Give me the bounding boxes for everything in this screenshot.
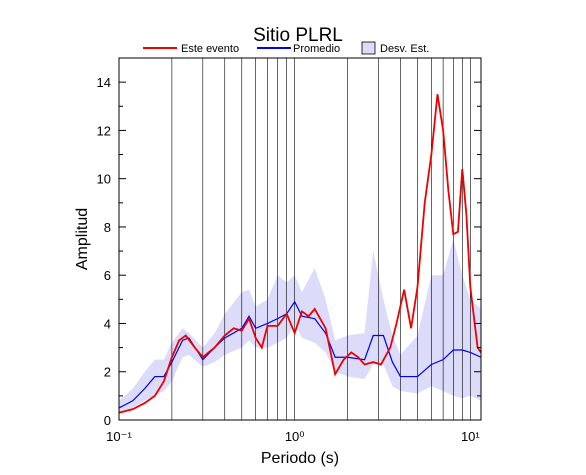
y-tick-label: 14: [97, 75, 111, 90]
y-tick-label: 2: [104, 365, 111, 380]
x-tick-label: 10⁻¹: [106, 429, 132, 444]
y-tick-label: 10: [97, 172, 111, 187]
series-line: [118, 300, 482, 409]
y-tick-label: 0: [104, 413, 111, 428]
legend-swatch: [361, 41, 376, 55]
y-tick-label: 6: [104, 268, 111, 283]
plot-frame: [118, 57, 482, 421]
std-band: [119, 239, 481, 413]
chart-title: Sitio PLRL: [253, 25, 343, 46]
y-tick-label: 12: [97, 123, 111, 138]
x-axis-label: Periodo (s): [261, 450, 339, 467]
legend-label: Promedio: [293, 43, 340, 55]
y-tick-label: 4: [104, 316, 111, 331]
x-tick-label: 10⁰: [285, 429, 305, 444]
y-axis-label: Amplitud: [74, 208, 91, 270]
x-tick-label: 10¹: [461, 429, 480, 444]
series-line: [118, 94, 482, 414]
y-tick-label: 8: [104, 220, 111, 235]
legend-label: Desv. Est.: [380, 43, 429, 55]
legend-label: Este evento: [181, 43, 239, 55]
